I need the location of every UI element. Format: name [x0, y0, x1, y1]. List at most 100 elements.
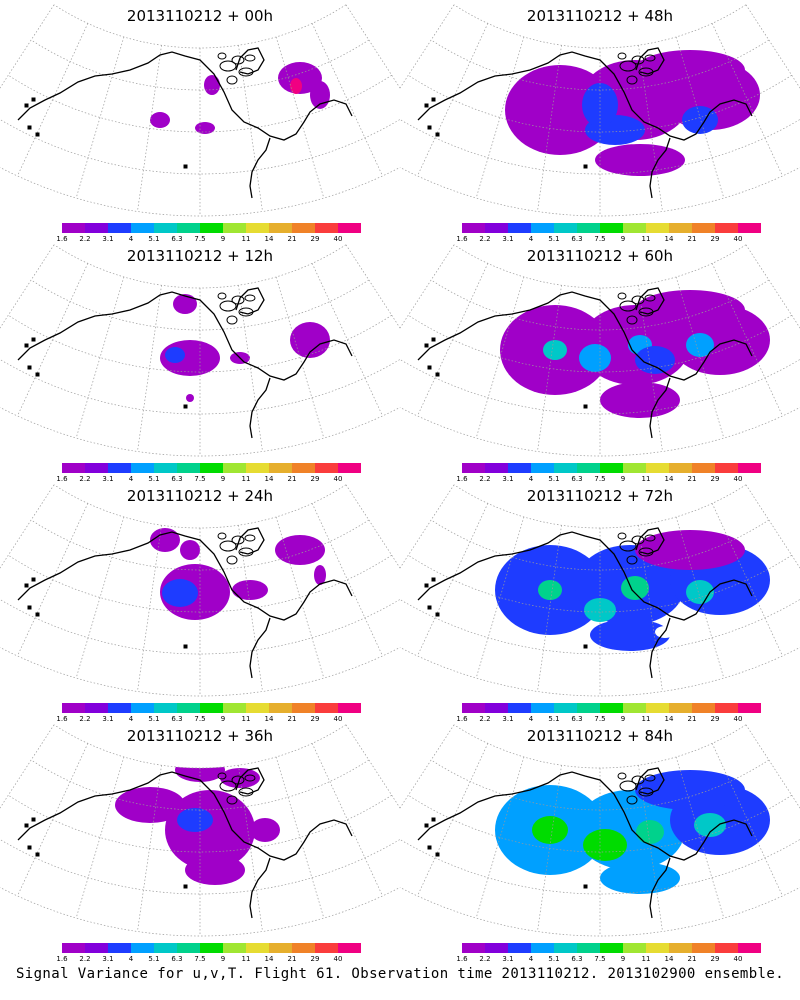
- colorbar-swatch: [62, 703, 85, 713]
- variance-contour: [538, 580, 562, 600]
- meridian-line: [311, 23, 383, 177]
- colorbar-label: 5.1: [548, 715, 560, 723]
- island: [617, 532, 627, 540]
- map-panel-36h: 2013110212 + 36h 1.6 2.2 3.1 4 5.1 6.3 7.5 9 11 1…: [0, 720, 400, 963]
- colorbar-swatch: [531, 943, 554, 953]
- variance-contour: [165, 347, 185, 363]
- island: [24, 823, 29, 828]
- colorbar-swatch: [85, 223, 108, 233]
- island: [631, 55, 645, 65]
- arctic-islands: [424, 532, 656, 649]
- island: [219, 60, 237, 72]
- meridian-line: [137, 525, 162, 692]
- colorbar-swatch: [715, 703, 738, 713]
- colorbar-swatch: [223, 703, 246, 713]
- variance-contour: [115, 787, 185, 823]
- colorbar: [462, 463, 761, 473]
- variance-map: [0, 4, 400, 217]
- colorbar-label: 7.5: [194, 475, 206, 483]
- island: [31, 337, 36, 342]
- island: [583, 404, 588, 409]
- variance-fill: [160, 294, 330, 402]
- colorbar-swatch: [485, 223, 508, 233]
- island: [219, 780, 237, 792]
- island: [583, 164, 588, 169]
- colorbar-swatch: [108, 703, 131, 713]
- colorbar-label: 2.2: [479, 475, 491, 483]
- meridian-line: [745, 4, 800, 89]
- island: [427, 365, 432, 370]
- variance-map: [0, 724, 400, 937]
- island: [626, 795, 638, 805]
- variance-contour: [204, 75, 220, 95]
- coastline-path: [649, 857, 671, 919]
- colorbar-label: 29: [710, 955, 720, 963]
- colorbar-swatch: [669, 463, 692, 473]
- latitude-line: [0, 359, 400, 415]
- meridian-line: [675, 756, 725, 919]
- latitude-line: [30, 39, 370, 91]
- colorbar-label: 40: [333, 715, 343, 723]
- panel-title: 2013110212 + 72h: [526, 487, 674, 505]
- meridian-line: [311, 743, 383, 897]
- variance-map: [0, 484, 400, 697]
- colorbar-label: 11: [641, 475, 651, 483]
- colorbar-swatch: [600, 223, 623, 233]
- colorbar-labels: 1.6 2.2 3.1 4 5.1 6.3 7.5 9 11 14 21 29 40: [52, 235, 372, 245]
- coastline-path: [417, 51, 753, 141]
- latitude-line: [0, 839, 400, 895]
- colorbar-label: 5.1: [548, 475, 560, 483]
- island: [435, 612, 440, 617]
- meridian-line: [0, 244, 55, 329]
- latitude-line: [0, 646, 400, 697]
- colorbar-swatch: [200, 463, 223, 473]
- colorbar-swatch: [154, 223, 177, 233]
- arctic-islands: [424, 772, 656, 889]
- latitude-line: [430, 519, 770, 571]
- colorbar-labels: 1.6 2.2 3.1 4 5.1 6.3 7.5 9 11 14 21 29 40: [452, 955, 772, 965]
- meridian-line: [17, 23, 89, 177]
- colorbar-label: 9: [220, 235, 226, 243]
- variance-contour: [186, 394, 194, 402]
- variance-contour: [175, 758, 225, 782]
- island: [35, 612, 40, 617]
- colorbar-label: 4: [528, 715, 534, 723]
- variance-contour: [314, 565, 326, 585]
- meridian-line: [400, 484, 455, 569]
- meridian-line: [345, 244, 400, 329]
- colorbar-label: 4: [128, 235, 134, 243]
- colorbar-swatch: [223, 463, 246, 473]
- colorbar-label: 7.5: [194, 715, 206, 723]
- colorbar-swatch: [292, 223, 315, 233]
- colorbar-swatch: [85, 463, 108, 473]
- island: [638, 787, 654, 797]
- colorbar-label: 11: [241, 715, 251, 723]
- colorbar-label: 9: [220, 475, 226, 483]
- variance-contour: [150, 528, 180, 552]
- variance-contour: [694, 813, 726, 837]
- meridian-line: [75, 516, 125, 679]
- island: [27, 365, 32, 370]
- island: [644, 54, 656, 62]
- colorbar-swatch: [485, 943, 508, 953]
- variance-map: [0, 244, 400, 457]
- colorbar-label: 6.3: [171, 715, 183, 723]
- variance-contour: [635, 346, 675, 374]
- coastline-path: [649, 377, 671, 439]
- latitude-line: [30, 279, 370, 331]
- colorbar-swatch: [531, 703, 554, 713]
- colorbar-label: 14: [664, 235, 674, 243]
- colorbar-swatch: [623, 463, 646, 473]
- colorbar-label: 5.1: [148, 955, 160, 963]
- colorbar-label: 2.2: [79, 715, 91, 723]
- arctic-islands: [424, 292, 656, 409]
- island: [619, 780, 637, 792]
- colorbar-swatch: [154, 703, 177, 713]
- latitude-line: [53, 724, 347, 769]
- meridian-line: [275, 36, 325, 199]
- colorbar-label: 3.1: [102, 475, 114, 483]
- colorbar-label: 6.3: [171, 475, 183, 483]
- colorbar-label: 6.3: [171, 235, 183, 243]
- island: [244, 774, 256, 782]
- meridian-line: [275, 516, 325, 679]
